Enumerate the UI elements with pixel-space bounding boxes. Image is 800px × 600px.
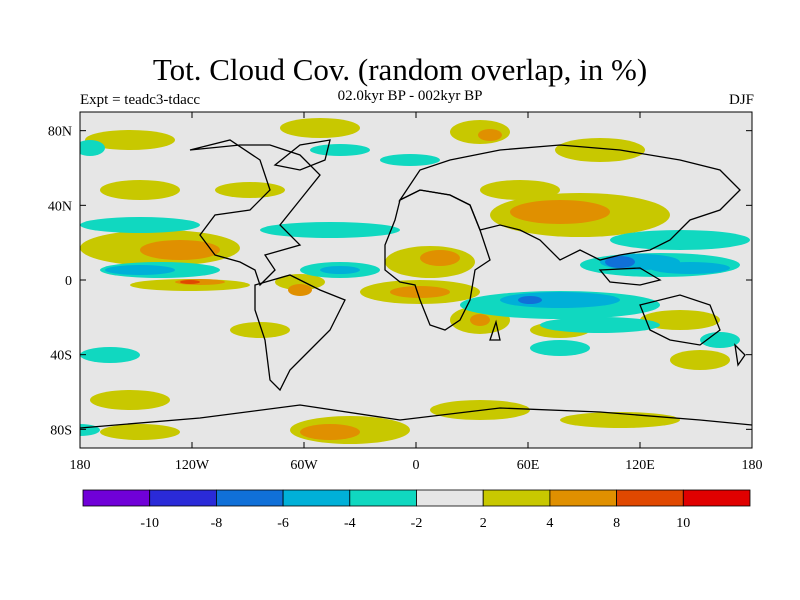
- positive-anomaly-4-8: [140, 129, 610, 440]
- anomaly-field: [80, 118, 752, 444]
- x-tick-label: 60E: [517, 458, 540, 473]
- y-tick-label: 0: [65, 274, 72, 289]
- colorbar-label: -2: [411, 516, 423, 531]
- colorbar-swatch: [215, 489, 284, 507]
- colorbar-swatch: [82, 489, 151, 507]
- colorbar-swatch: [682, 489, 751, 507]
- colorbar-label: -8: [211, 516, 223, 531]
- colorbar-label: 10: [676, 516, 690, 531]
- map-title: Tot. Cloud Cov. (random overlap, in %): [152, 52, 648, 87]
- negative-anomaly-6-8: [518, 256, 635, 304]
- colorbar-label: 2: [480, 516, 487, 531]
- experiment-label: Expt = teadc3-tdacc: [80, 92, 201, 108]
- colorbar-label: -6: [277, 516, 289, 531]
- colorbar-swatch: [482, 489, 551, 507]
- longitude-axis: 180 120W 60W 0 60E 120E 180: [70, 112, 763, 473]
- colorbar-label: 4: [546, 516, 553, 531]
- colorbar-swatch: [282, 489, 351, 507]
- y-tick-label: 40N: [48, 199, 72, 214]
- x-tick-label: 120W: [175, 458, 210, 473]
- y-tick-label: 80S: [50, 423, 72, 438]
- period-label: 02.0kyr BP - 002kyr BP: [337, 88, 483, 104]
- x-tick-label: 0: [413, 458, 420, 473]
- y-tick-label: 40S: [50, 349, 72, 364]
- colorbar-label: 8: [613, 516, 620, 531]
- x-tick-label: 60W: [290, 458, 318, 473]
- coastlines: [80, 139, 752, 429]
- colorbar-label: -4: [344, 516, 356, 531]
- x-tick-label: 120E: [625, 458, 655, 473]
- colorbar: -10 -8 -6 -4 -2 2 4 8 10: [82, 489, 751, 531]
- colorbar-swatch: [149, 489, 217, 507]
- colorbar-label: -10: [140, 516, 159, 531]
- x-tick-label: 180: [742, 458, 763, 473]
- y-tick-label: 80N: [48, 125, 72, 140]
- positive-anomaly-8-10: [180, 280, 200, 284]
- colorbar-swatch: [416, 489, 484, 507]
- colorbar-swatch: [549, 489, 618, 507]
- season-label: DJF: [728, 92, 754, 108]
- colorbar-swatch: [616, 489, 684, 507]
- latitude-axis: 80N 40N 0 40S 80S: [48, 125, 752, 438]
- colorbar-swatch: [349, 489, 417, 507]
- x-tick-label: 180: [70, 458, 91, 473]
